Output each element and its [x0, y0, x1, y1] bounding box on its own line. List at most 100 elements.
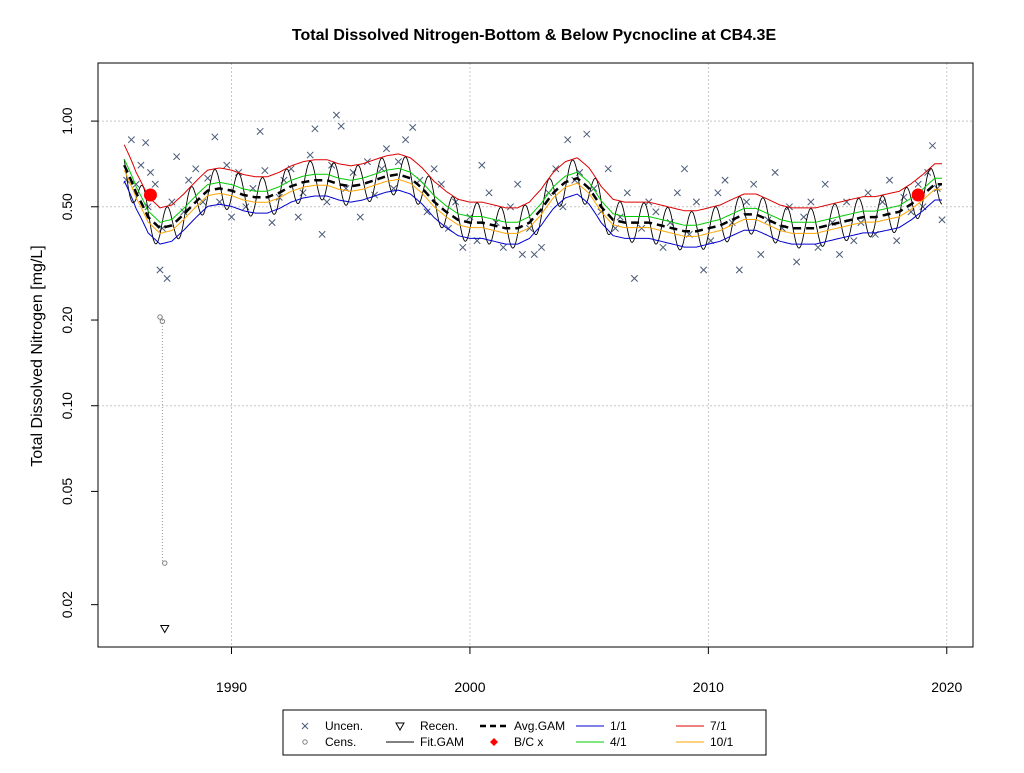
- uncensored-point: [144, 203, 152, 211]
- uncensored-mark-stroke: [707, 237, 715, 245]
- uncensored-point: [430, 165, 438, 173]
- uncensored-mark-stroke: [864, 189, 872, 197]
- uncensored-mark-stroke: [144, 203, 152, 211]
- uncensored-point: [323, 198, 331, 206]
- uncensored-mark-stroke: [466, 213, 474, 221]
- chart-title: Total Dissolved Nitrogen-Bottom & Below …: [292, 27, 777, 44]
- uncensored-mark-stroke: [537, 243, 546, 251]
- uncensored-mark-stroke: [268, 219, 276, 227]
- uncensored-mark-stroke: [430, 165, 438, 173]
- uncensored-mark-stroke: [337, 122, 345, 130]
- legend: Uncen. Cens. Recen. Fit.GAM Avg.GAM B/C x 1/1 4…: [282, 709, 767, 756]
- uncensored-mark-stroke: [728, 219, 736, 227]
- uncensored-point: [142, 139, 150, 147]
- legend-item: Uncen.: [301, 719, 363, 733]
- uncensored-point: [485, 189, 493, 197]
- uncensored-point: [583, 130, 591, 138]
- uncensored-point: [261, 167, 269, 175]
- legend-label: 10/1: [710, 735, 734, 749]
- uncensored-point: [914, 180, 922, 188]
- uncensored-point: [821, 180, 829, 188]
- uncensored-point: [223, 161, 231, 169]
- uncensored-mark-stroke: [211, 133, 219, 141]
- uncensored-point: [192, 165, 200, 173]
- uncensored-point: [216, 198, 224, 206]
- uncensored-mark-stroke: [885, 176, 894, 184]
- uncensored-mark-stroke: [306, 151, 314, 159]
- y-axis-title: Total Dissolved Nitrogen [mg/L]: [29, 245, 46, 466]
- uncensored-mark-stroke: [437, 180, 445, 188]
- uncensored-mark-stroke: [332, 111, 340, 119]
- uncensored-mark-stroke: [378, 165, 386, 173]
- uncensored-point: [742, 198, 751, 206]
- uncensored-mark-stroke: [604, 165, 612, 173]
- uncensored-point: [623, 189, 631, 197]
- censored-point: [159, 318, 166, 324]
- y-tick-label: 0.10: [59, 392, 75, 419]
- uncensored-point: [156, 266, 164, 274]
- uncensored-mark-stroke: [287, 165, 295, 173]
- uncensored-mark-stroke: [216, 198, 224, 206]
- uncensored-mark-stroke: [173, 153, 181, 161]
- uncensored-mark-stroke: [530, 250, 538, 259]
- uncensored-mark-stroke: [137, 161, 145, 169]
- x-tick-label: 1990: [216, 679, 247, 695]
- uncensored-mark-stroke: [850, 237, 858, 245]
- uncensored-mark-stroke: [807, 198, 815, 206]
- uncensored-point: [564, 136, 572, 144]
- uncensored-point: [735, 266, 743, 274]
- legend-label: Avg.GAM: [514, 719, 565, 733]
- uncensored-point: [256, 127, 264, 135]
- uncensored-point: [638, 224, 646, 232]
- legend-symbol: [490, 738, 498, 746]
- uncensored-mark-stroke: [764, 216, 772, 224]
- uncensored-point: [459, 243, 467, 251]
- uncensored-mark-stroke: [938, 216, 946, 224]
- legend-label: Fit.GAM: [420, 735, 464, 749]
- uncensored-point: [750, 180, 758, 188]
- uncensored-point: [924, 168, 932, 177]
- uncensored-mark-stroke: [878, 198, 886, 206]
- uncensored-mark-stroke: [459, 243, 467, 251]
- uncensored-point: [807, 198, 815, 206]
- uncensored-point: [185, 176, 193, 184]
- bc-point: [143, 188, 157, 202]
- legend-item: Fit.GAM: [386, 735, 464, 749]
- uncensored-point: [938, 216, 946, 224]
- uncensored-mark-stroke: [444, 224, 453, 232]
- uncensored-point: [356, 213, 364, 221]
- uncensored-mark-stroke: [583, 130, 591, 138]
- uncensored-point: [394, 158, 402, 166]
- uncensored-point: [306, 151, 314, 159]
- uncensored-point: [146, 168, 155, 177]
- uncensored-mark-stroke: [814, 243, 822, 251]
- uncensored-point: [294, 213, 302, 221]
- uncensored-point: [928, 142, 937, 150]
- uncensored-mark-stroke: [757, 250, 765, 259]
- uncensored-point: [382, 145, 391, 153]
- season-line-1-1: [123, 180, 942, 248]
- uncensored-point: [673, 189, 681, 197]
- uncensored-mark-stroke: [146, 168, 155, 177]
- uncensored-mark-stroke: [514, 180, 522, 188]
- uncensored-point: [163, 274, 171, 283]
- legend-symbol: [302, 739, 308, 745]
- uncensored-point: [907, 208, 915, 216]
- uncensored-mark-stroke: [142, 139, 150, 147]
- uncensored-point: [537, 243, 546, 251]
- y-tick-label: 0.20: [59, 306, 75, 333]
- uncensored-point: [604, 165, 612, 173]
- uncensored-mark-stroke: [919, 203, 927, 211]
- uncensored-point: [318, 230, 326, 238]
- legend-label: 4/1: [610, 735, 627, 749]
- uncensored-mark-stroke: [163, 274, 171, 283]
- uncensored-mark-stroke: [623, 189, 631, 197]
- legend-item: B/C x: [490, 735, 543, 749]
- uncensored-mark-stroke: [700, 266, 708, 274]
- uncensored-mark-stroke: [900, 193, 908, 201]
- uncensored-mark-stroke: [299, 189, 307, 197]
- uncensored-point: [814, 243, 822, 251]
- uncensored-mark-stroke: [409, 123, 417, 131]
